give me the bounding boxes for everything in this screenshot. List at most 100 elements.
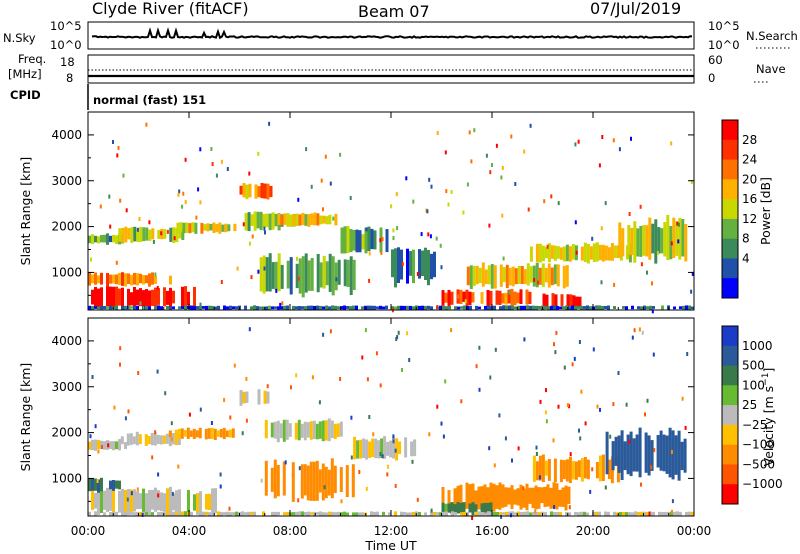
velocity-scatter-point [223,398,226,402]
power-cell [166,290,169,305]
power-cell [508,267,512,286]
velocity-cell [662,434,666,472]
velocity-cell [558,489,562,507]
power-cell [148,306,151,310]
velocity-scatter-point [545,388,547,393]
power-scatter-point [349,196,352,200]
velocity-cell [528,487,532,504]
velocity-cell [499,512,502,515]
velocity-cell [504,487,508,507]
power-cell [578,296,582,308]
power-cell [493,265,497,289]
power-cell [556,246,560,259]
power-cell [349,256,353,295]
velocity-cell [413,439,417,457]
velocity-cell [607,511,610,516]
power-colorbar-segment [722,120,738,141]
velocity-cell [156,434,160,444]
velocity-cell [274,511,277,516]
velocity-cell [186,427,190,439]
power-scatter-point [248,171,251,176]
power-cell [202,306,205,309]
velocity-scatter-point [366,377,369,382]
velocity-cell [100,440,103,450]
power-cell [124,305,127,311]
velocity-cell [598,455,602,482]
velocity-scatter-point [151,455,154,460]
power-cell [115,286,118,308]
velocity-cell [325,512,328,516]
velocity-cell [510,485,514,509]
power-cell [109,274,112,284]
velocity-cell [478,511,481,516]
power-cell [307,260,311,291]
power-cell [136,289,139,306]
power-scatter-point [156,285,159,290]
power-scatter-point [116,153,119,158]
velocity-cell [328,511,331,516]
velocity-cell [171,433,175,445]
power-cell [271,212,275,230]
velocity-ytick-label: 3000 [51,380,82,394]
power-scatter-point [488,223,491,228]
velocity-scatter-point [188,412,191,417]
power-cell [376,306,379,310]
power-cell [200,222,204,234]
power-cell [226,306,229,310]
velocity-cell [294,422,298,440]
power-cell [562,246,566,262]
velocity-cell [598,511,601,516]
power-cell [559,306,562,310]
velocity-cell [162,435,166,444]
velocity-scatter-point [119,362,121,367]
velocity-cell [462,502,466,514]
velocity-cell [553,458,557,483]
power-cell [262,255,266,294]
power-cell [280,306,283,310]
velocity-cell [120,436,124,445]
power-scatter-point [436,305,439,309]
power-cell [224,223,228,233]
velocity-cell [214,488,217,514]
power-cell [277,213,281,225]
velocity-scatter-point [408,358,411,362]
power-cell [124,226,128,243]
power-cell [244,213,248,231]
power-cell [256,211,260,229]
velocity-data [88,327,694,520]
power-scatter-point [263,226,266,231]
velocity-cell [595,462,599,479]
power-cell [133,226,137,242]
velocity-cell [307,511,310,516]
velocity-cell [142,488,145,513]
power-scatter-point [250,275,253,280]
power-scatter-point [117,145,120,150]
power-scatter-point [199,302,202,307]
power-cell [260,183,264,199]
velocity-cell [97,479,100,493]
power-cell [334,305,337,310]
velocity-cell [282,461,286,496]
power-scatter-point [557,201,560,206]
power-scatter-point [264,230,266,235]
velocity-scatter-point [284,460,287,465]
velocity-scatter-point [650,465,653,470]
velocity-cell [532,511,535,516]
velocity-scatter-point [397,330,400,335]
velocity-cell [358,512,361,516]
velocity-scatter-point [604,485,607,490]
noise-left-tick-top: 10^5 [50,19,82,33]
velocity-scatter-point [340,499,343,504]
velocity-cell [239,390,243,406]
velocity-cell [133,489,136,512]
velocity-cell [555,483,559,510]
velocity-cell [91,478,94,491]
power-cell [257,186,261,198]
power-cell [520,266,524,284]
power-cell [486,290,490,308]
velocity-panel-frame [87,317,695,517]
power-cell [130,292,133,306]
power-scatter-point [495,143,498,148]
power-cell [203,224,207,231]
velocity-cell [424,512,427,516]
